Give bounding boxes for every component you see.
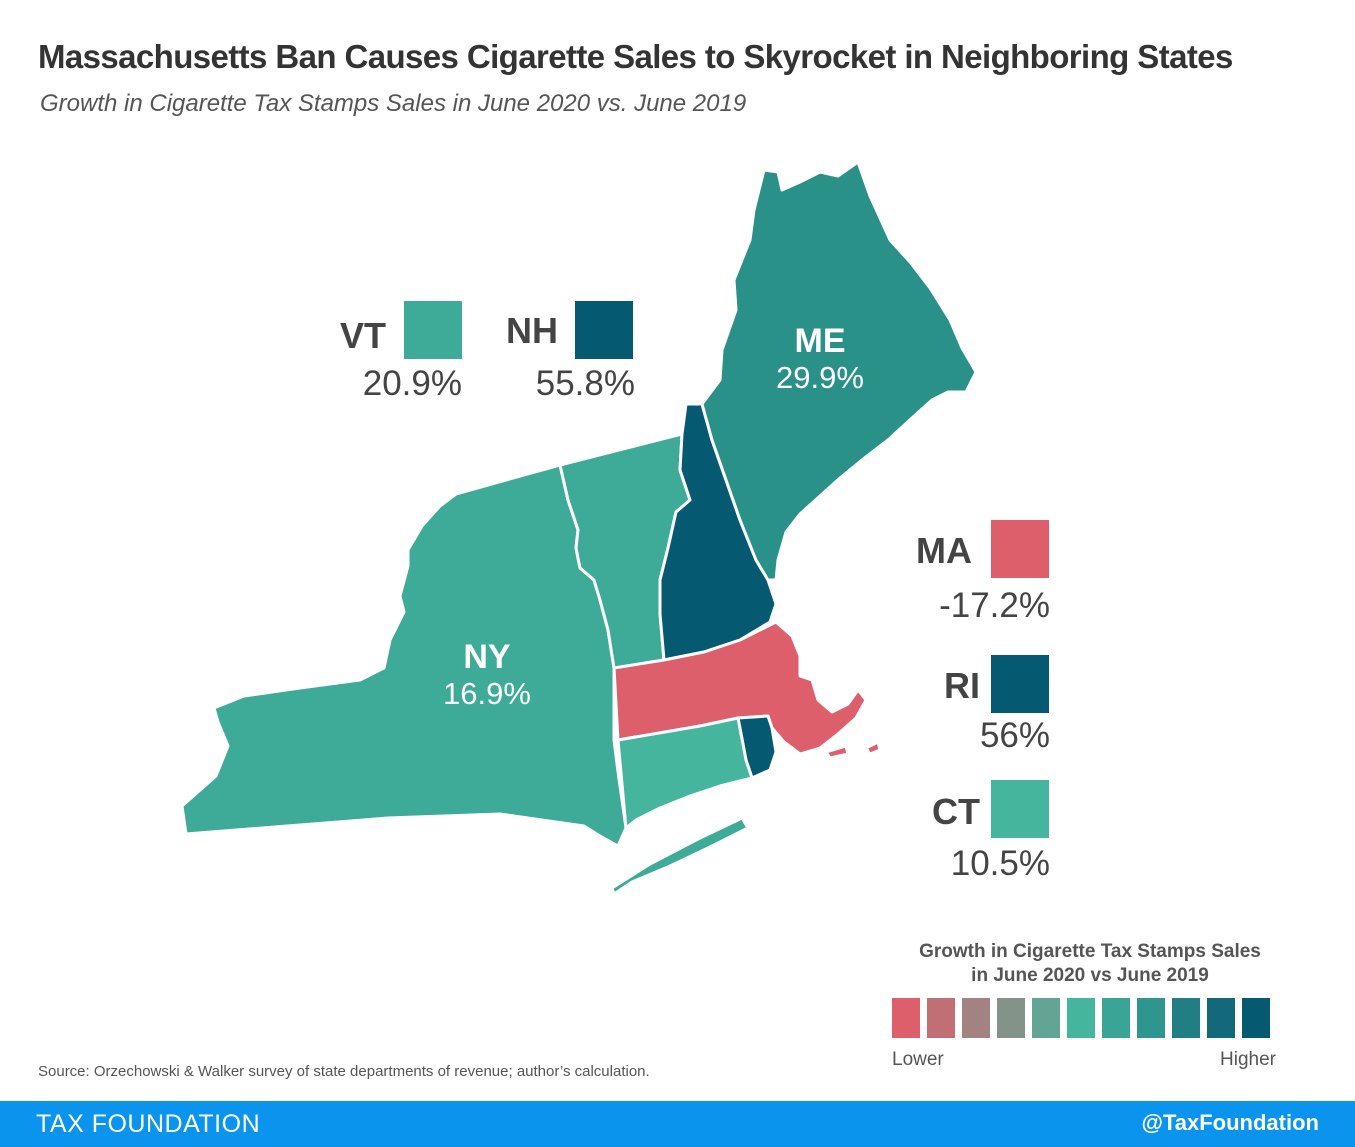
key-ma-swatch bbox=[991, 520, 1049, 578]
key-nh-value: 55.8% bbox=[535, 364, 635, 403]
legend-title-line2: in June 2020 vs June 2019 bbox=[971, 965, 1209, 986]
chart-subtitle: Growth in Cigarette Tax Stamps Sales in … bbox=[40, 90, 747, 117]
legend-swatch-9 bbox=[1172, 998, 1200, 1038]
source-note: Source: Orzechowski & Walker survey of s… bbox=[38, 1063, 650, 1080]
key-ct-abbr: CT bbox=[932, 791, 980, 832]
legend-swatch-11 bbox=[1242, 998, 1270, 1038]
footer-brand: TAX FOUNDATION bbox=[36, 1110, 261, 1138]
legend-swatch-2 bbox=[927, 998, 955, 1038]
nantucket bbox=[864, 740, 882, 756]
key-nh-abbr: NH bbox=[506, 310, 558, 351]
key-ri-swatch bbox=[991, 655, 1049, 713]
label-me: ME 29.9% bbox=[760, 324, 880, 393]
legend-high-label: Higher bbox=[1220, 1049, 1276, 1070]
key-ct-swatch bbox=[991, 780, 1049, 838]
legend-swatch-7 bbox=[1102, 998, 1130, 1038]
key-ma-value: -17.2% bbox=[939, 586, 1050, 625]
key-vt-abbr: VT bbox=[340, 315, 387, 356]
label-ny: NY 16.9% bbox=[425, 640, 549, 709]
key-ma-abbr: MA bbox=[916, 530, 972, 571]
legend-swatch-4 bbox=[997, 998, 1025, 1038]
long-island bbox=[610, 816, 750, 896]
chart-title: Massachusetts Ban Causes Cigarette Sales… bbox=[38, 38, 1233, 75]
legend-swatch-10 bbox=[1207, 998, 1235, 1038]
key-vt-value: 20.9% bbox=[362, 364, 462, 403]
label-ny-abbr: NY bbox=[463, 638, 511, 676]
marthas-vineyard bbox=[824, 744, 850, 760]
label-me-abbr: ME bbox=[794, 322, 846, 360]
legend-swatch-1 bbox=[892, 998, 920, 1038]
state-me bbox=[700, 160, 978, 582]
legend-title-line1: Growth in Cigarette Tax Stamps Sales bbox=[919, 941, 1261, 962]
footer-handle[interactable]: @TaxFoundation bbox=[1141, 1110, 1319, 1135]
key-nh-swatch bbox=[575, 301, 633, 359]
legend-swatch-8 bbox=[1137, 998, 1165, 1038]
state-ct bbox=[616, 716, 754, 830]
legend-swatch-5 bbox=[1032, 998, 1060, 1038]
legend-low-label: Lower bbox=[892, 1049, 944, 1070]
key-ri-abbr: RI bbox=[944, 665, 980, 706]
label-me-value: 29.9% bbox=[776, 360, 864, 395]
legend-swatch-3 bbox=[962, 998, 990, 1038]
footer-bar: TAX FOUNDATION @TaxFoundation bbox=[0, 1101, 1355, 1147]
key-ct-value: 10.5% bbox=[950, 844, 1050, 883]
key-ri-value: 56% bbox=[979, 716, 1050, 755]
label-ny-value: 16.9% bbox=[443, 676, 531, 711]
legend-title: Growth in Cigarette Tax Stamps Sales in … bbox=[880, 940, 1300, 988]
key-vt-swatch bbox=[404, 301, 462, 359]
legend-color-scale bbox=[892, 998, 1270, 1038]
legend-swatch-6 bbox=[1067, 998, 1095, 1038]
state-ny bbox=[180, 463, 628, 848]
